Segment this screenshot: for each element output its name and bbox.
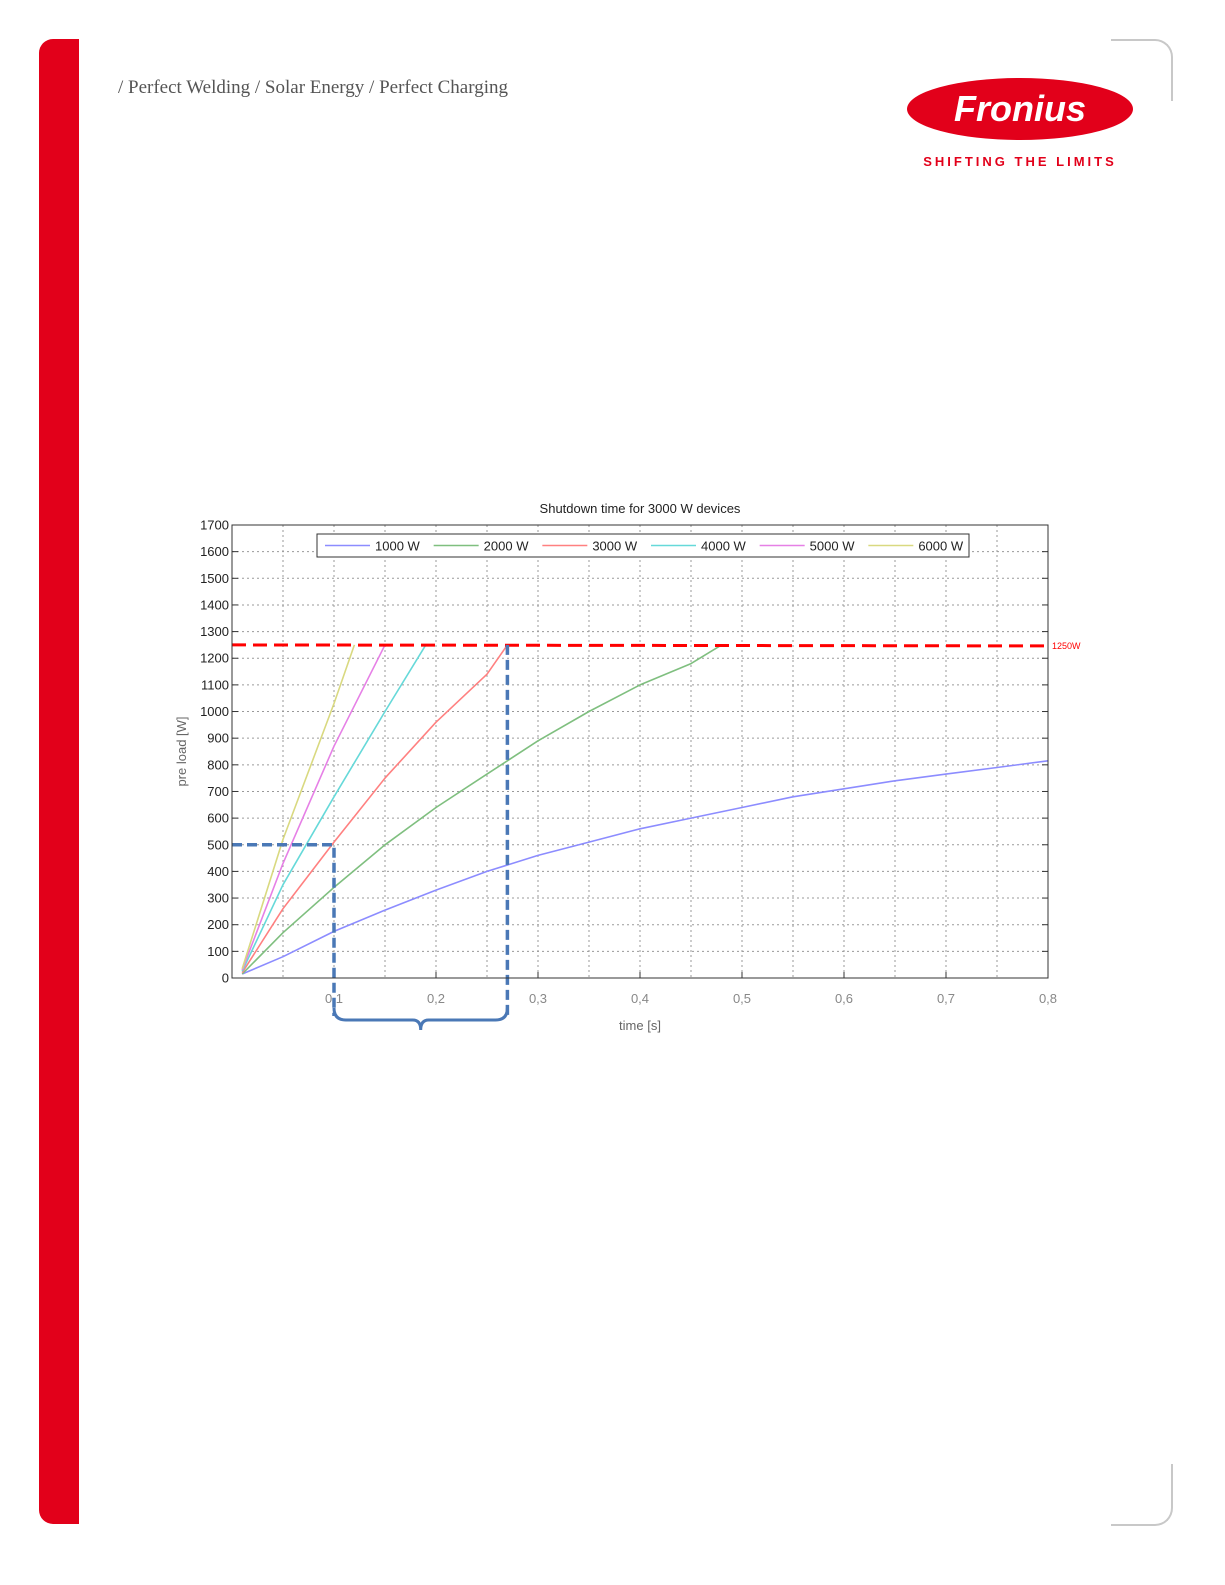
corner-bracket-top-right (1111, 39, 1173, 101)
time-range-brace (332, 1007, 509, 1031)
y-tick-label: 300 (207, 891, 229, 906)
shutdown-time-chart: 0 100 200 300 400 500 600 700 800 900 1000 1100 1200… (174, 501, 1081, 1033)
y-tick-label: 700 (207, 784, 229, 799)
header-tagline: / Perfect Welding / Solar Energy / Perfe… (118, 77, 508, 98)
y-tick-label: 1200 (200, 651, 229, 666)
legend-box (316, 533, 970, 558)
series-line-4000-W (241, 644, 427, 972)
plot-frame (231, 524, 1049, 979)
y-tick-label: 100 (207, 944, 229, 959)
threshold-line-group: 1250W (231, 641, 1081, 651)
y-axis-label: pre load [W] (174, 716, 189, 786)
series-line-5000-W (241, 644, 386, 971)
y-tick-label: 200 (207, 917, 229, 932)
logo-wordmark: Fronius (954, 88, 1086, 129)
series-line-6000-W (241, 644, 356, 969)
series-line-2000-W (241, 644, 723, 975)
x-axis-label: time [s] (619, 1018, 661, 1033)
x-tick-label: 0,6 (835, 991, 853, 1006)
legend-label: 3000 W (592, 539, 638, 554)
side-accent-bar (39, 39, 79, 1524)
y-tick-label: 500 (207, 837, 229, 852)
x-tick-label: 0,8 (1039, 991, 1057, 1006)
y-tick-label: 1600 (200, 544, 229, 559)
axis-ticks: 0 100 200 300 400 500 600 700 800 900 1000 1100 1200… (200, 518, 1057, 1007)
threshold-line (231, 643, 1049, 648)
x-tick-label: 0,2 (427, 991, 445, 1006)
x-tick-label: 0,7 (937, 991, 955, 1006)
threshold-label: 1250W (1052, 641, 1081, 651)
legend-label: 6000 W (918, 539, 964, 554)
logo-slogan: SHIFTING THE LIMITS (923, 154, 1117, 169)
series-line-1000-W (241, 760, 1049, 975)
legend-label: 5000 W (810, 539, 856, 554)
x-tick-label: 0,3 (529, 991, 547, 1006)
legend-label: 1000 W (375, 539, 421, 554)
chart-title: Shutdown time for 3000 W devices (540, 501, 741, 516)
corner-bracket-bottom-right (1111, 1464, 1173, 1526)
y-tick-label: 600 (207, 811, 229, 826)
y-tick-label: 400 (207, 864, 229, 879)
legend-label: 2000 W (484, 539, 530, 554)
grid-lines (232, 525, 1048, 978)
preload-marker-guide (232, 843, 336, 1016)
y-tick-label: 1300 (200, 624, 229, 639)
y-tick-label: 1500 (200, 571, 229, 586)
legend: 1000 W 2000 W 3000 W 4000 W 5000 W 6000 W (316, 533, 970, 558)
series-lines (241, 644, 1049, 975)
y-tick-label: 1100 (201, 677, 229, 692)
annotation-markers (232, 644, 510, 1031)
x-tick-label: 0,5 (733, 991, 751, 1006)
series-line-3000-W (241, 644, 509, 974)
legend-label: 4000 W (701, 539, 747, 554)
y-tick-label: 1000 (200, 704, 229, 719)
y-tick-label: 800 (207, 757, 229, 772)
y-tick-label: 0 (222, 971, 229, 986)
logo-ellipse (907, 78, 1133, 140)
y-tick-label: 1700 (200, 518, 229, 533)
y-tick-label: 1400 (200, 597, 229, 612)
x-tick-label: 0,4 (631, 991, 649, 1006)
fronius-logo: Fronius SHIFTING THE LIMITS (907, 78, 1133, 169)
y-tick-label: 900 (207, 731, 229, 746)
